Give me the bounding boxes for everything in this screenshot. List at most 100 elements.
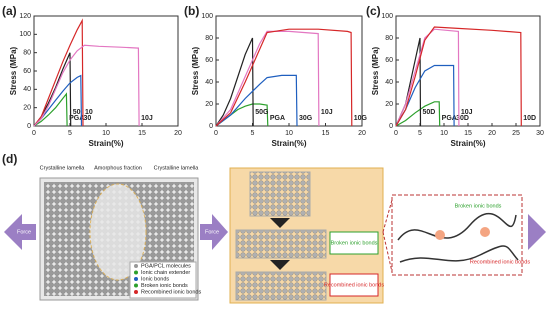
x-tick-label: 5: [418, 130, 422, 137]
x-axis-label: Strain(%): [88, 139, 123, 148]
panel-label: (b): [184, 4, 199, 18]
series-label: 10J: [461, 109, 473, 116]
series-label: 50D: [422, 109, 435, 116]
amorphous-region: [89, 183, 147, 281]
series-line: [395, 37, 422, 127]
series-line: [215, 37, 254, 127]
y-tick-label: 0: [389, 123, 393, 130]
legend-label: Recombined ionic bonds: [141, 289, 201, 295]
x-tick-label: 25: [512, 130, 520, 137]
note-box: [329, 231, 379, 255]
x-tick-label: 10: [440, 130, 448, 137]
x-tick-label: 30: [536, 130, 544, 137]
force-label: Force: [205, 229, 219, 235]
legend-label: Broken ionic bonds: [141, 283, 188, 289]
legend-swatch: [134, 264, 138, 268]
series-line: [395, 26, 522, 127]
bond: [435, 230, 445, 240]
y-axis-label: Stress (MPa): [191, 46, 200, 95]
y-tick-label: 60: [205, 57, 213, 64]
panel-label: (a): [2, 4, 17, 18]
note: Broken ionic bonds: [331, 240, 378, 246]
y-tick-label: 60: [23, 68, 31, 75]
x-axis-label: Strain(%): [450, 139, 485, 148]
legend-label: Ionic bonds: [141, 276, 169, 282]
y-tick-label: 100: [381, 13, 393, 20]
series-label: 50G: [255, 109, 269, 116]
series-label: 10G: [354, 115, 368, 122]
legend-swatch: [134, 277, 138, 281]
series-line: [395, 28, 460, 127]
y-tick-label: 0: [27, 123, 31, 130]
legend-box: [129, 261, 197, 299]
legend-label: Ionic chain extender: [141, 270, 190, 276]
legend-swatch: [134, 290, 138, 294]
note: Recombined ionic bonds: [324, 282, 384, 288]
series-label: PGA: [442, 115, 457, 122]
legend-label: PGA/PCL molecules: [141, 263, 191, 269]
y-tick-label: 20: [385, 101, 393, 108]
stage-2: [235, 229, 327, 259]
x-tick-label: 15: [464, 130, 472, 137]
y-tick-label: 40: [385, 79, 393, 86]
series-label: 10J: [141, 115, 153, 122]
y-tick-label: 20: [23, 105, 31, 112]
series-line: [33, 44, 140, 127]
x-tick-label: 10: [285, 130, 293, 137]
x-tick-label: 20: [174, 130, 182, 137]
bond: [480, 227, 490, 237]
series-label: 30: [84, 115, 92, 122]
series-line: [33, 18, 84, 127]
y-tick-label: 120: [19, 13, 31, 20]
legend-swatch: [134, 283, 138, 288]
stage-arrow: [270, 218, 290, 228]
y-tick-label: 20: [205, 101, 213, 108]
y-tick-label: 0: [209, 123, 213, 130]
series-line: [215, 30, 320, 127]
x-tick-label: 0: [214, 130, 218, 137]
x-tick-label: 10: [102, 130, 110, 137]
panel-label: (d): [2, 152, 17, 166]
x-tick-label: 0: [32, 130, 36, 137]
series-line: [33, 92, 68, 127]
y-tick-label: 60: [385, 57, 393, 64]
x-tick-label: 5: [68, 130, 72, 137]
series-label: 30D: [456, 115, 469, 122]
x-tick-label: 0: [394, 130, 398, 137]
y-tick-label: 100: [19, 31, 31, 38]
series-label: 10: [85, 109, 93, 116]
y-tick-label: 40: [23, 86, 31, 93]
note: Recombined ionic bonds: [470, 259, 530, 265]
diagram-label: Crystalline lamella: [40, 165, 86, 171]
x-axis-label: Strain(%): [271, 139, 306, 148]
force-arrow: [4, 214, 36, 250]
zoom-line: [382, 199, 393, 233]
x-tick-label: 20: [358, 130, 366, 137]
legend-swatch: [134, 270, 138, 275]
zoom-line: [382, 231, 393, 273]
y-tick-label: 100: [201, 13, 213, 20]
series-line: [215, 74, 298, 127]
panel-label: (c): [366, 4, 381, 18]
y-tick-label: 80: [23, 50, 31, 57]
y-axis-label: Stress (MPa): [9, 46, 18, 95]
plot-frame: [33, 15, 179, 127]
note-box: [329, 273, 379, 297]
stage-arrow: [270, 260, 290, 270]
series-label: PGA: [69, 115, 84, 122]
force-arrow: [528, 214, 546, 250]
force-arrow: [200, 214, 228, 250]
series-label: PGA: [270, 115, 285, 122]
series-label: 10J: [321, 109, 333, 116]
x-tick-label: 15: [138, 130, 146, 137]
x-tick-label: 20: [488, 130, 496, 137]
note: Broken ionic bonds: [455, 203, 502, 209]
y-tick-label: 80: [205, 35, 213, 42]
chains: [397, 212, 519, 263]
diagram-label: Crystalline lamella: [154, 165, 200, 171]
series-line: [395, 101, 441, 127]
stage-1: [249, 171, 311, 217]
diagram-label: Amorphous fraction: [94, 165, 142, 171]
series-line: [33, 74, 83, 127]
